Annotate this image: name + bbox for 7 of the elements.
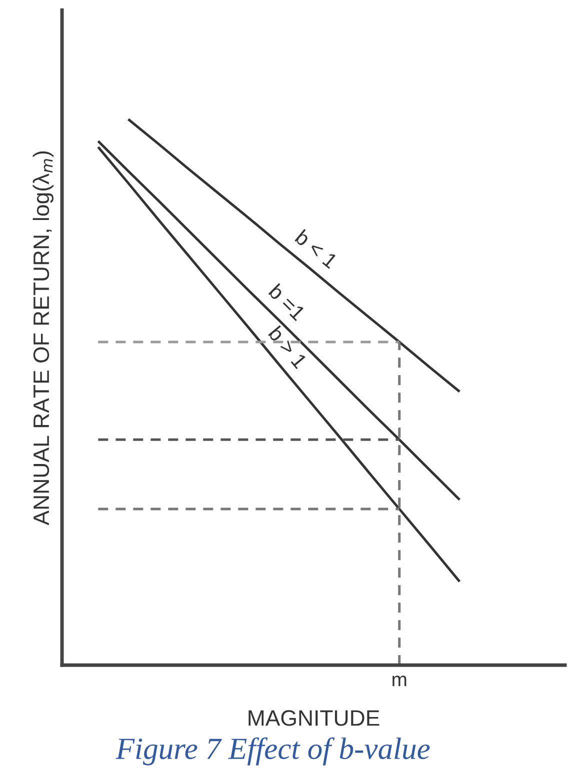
y-axis-title: ANNUAL RATE OF RETURN, log(λ$_{m}$)	[32, 151, 54, 526]
x-axis-title: MAGNITUDE	[248, 710, 380, 726]
text: m	[392, 676, 406, 686]
text: Figure 7 Effect of b-value	[116, 737, 430, 766]
text: b =1	[268, 283, 306, 322]
text: b < 1	[294, 228, 339, 270]
text: b > 1	[268, 325, 308, 370]
